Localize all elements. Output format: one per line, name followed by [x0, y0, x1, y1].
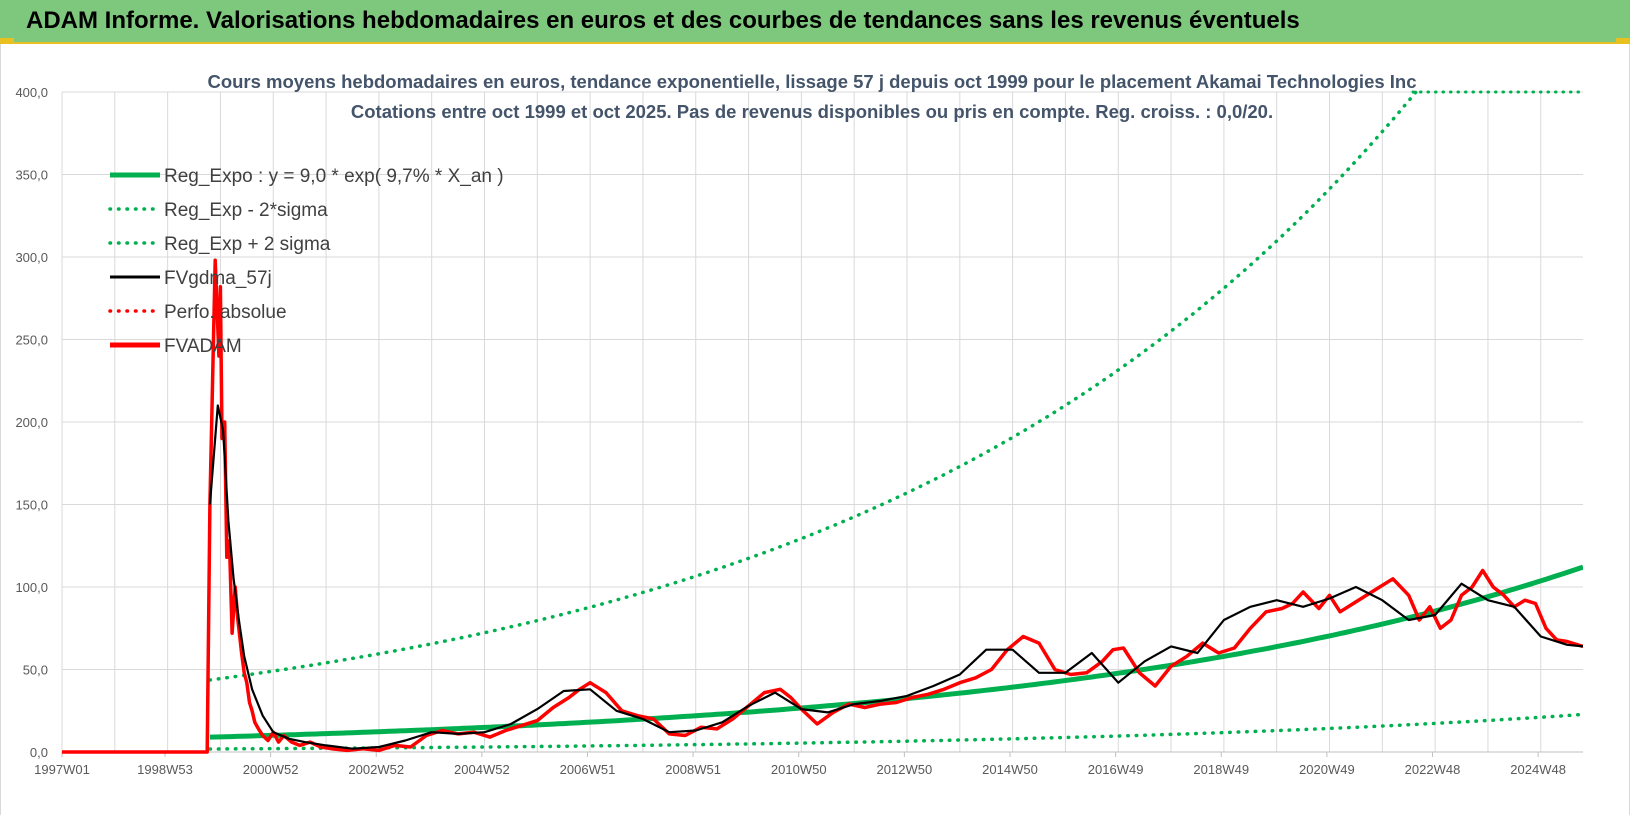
series-fvgdma-57j: [208, 404, 1583, 750]
x-tick-label: 1997W01: [34, 762, 90, 777]
series-reg-exp-minus-2sigma: [208, 712, 1583, 751]
title-banner: ADAM Informe. Valorisations hebdomadaire…: [0, 0, 1630, 44]
x-tick-label: 2004W52: [454, 762, 510, 777]
x-tick-label: 2018W49: [1193, 762, 1249, 777]
x-tick-label: 2016W49: [1088, 762, 1144, 777]
legend-label-reg_plus: Reg_Exp + 2 sigma: [164, 234, 331, 255]
series-lines: [62, 88, 1583, 754]
x-tick-label: 2006W51: [560, 762, 616, 777]
x-tick-label: 2022W48: [1405, 762, 1461, 777]
y-tick-label: 50,0: [23, 663, 48, 678]
legend: Reg_Expo : y = 9,0 * exp( 9,7% * X_an ) R…: [108, 166, 504, 357]
y-tick-label: 350,0: [15, 168, 48, 183]
legend-label-perfo: Perfo. absolue: [164, 302, 287, 323]
legend-label-fvadam: FVADAM: [164, 336, 242, 357]
x-tick-label: 2002W52: [348, 762, 404, 777]
y-axis-ticks: 0,0 50,0 100,0 150,0 200,0 250,0 300,0 350,0 400…: [15, 85, 48, 760]
x-tick-label: 1998W53: [137, 762, 193, 777]
y-tick-label: 300,0: [15, 250, 48, 265]
y-tick-label: 150,0: [15, 498, 48, 513]
x-tick-label: 2020W49: [1299, 762, 1355, 777]
x-tick-label: 2014W50: [982, 762, 1038, 777]
y-tick-label: 200,0: [15, 415, 48, 430]
banner-title: ADAM Informe. Valorisations hebdomadaire…: [26, 7, 1300, 34]
legend-label-fvgdma: FVgdma_57j: [164, 268, 272, 289]
y-tick-label: 250,0: [15, 333, 48, 348]
x-tick-label: 2008W51: [665, 762, 721, 777]
chart-title: Cours moyens hebdomadaires en euros, ten…: [207, 71, 1416, 122]
y-tick-label: 100,0: [15, 580, 48, 595]
y-tick-label: 0,0: [30, 745, 48, 760]
y-tick-label: 400,0: [15, 85, 48, 100]
legend-label-reg_minus: Reg_Exp - 2*sigma: [164, 200, 328, 221]
x-tick-label: 2010W50: [771, 762, 827, 777]
corner-mark-right: [1616, 38, 1630, 44]
x-tick-label: 2024W48: [1510, 762, 1566, 777]
chart-title-line-2: Cotations entre oct 1999 et oct 2025. Pa…: [351, 101, 1273, 122]
legend-label-reg_expo: Reg_Expo : y = 9,0 * exp( 9,7% * X_an ): [164, 166, 504, 187]
x-tick-label: 2012W50: [877, 762, 933, 777]
chart-title-line-1: Cours moyens hebdomadaires en euros, ten…: [207, 71, 1416, 92]
series-reg-expo: [209, 564, 1583, 740]
x-tick-label: 2000W52: [243, 762, 299, 777]
x-axis-ticks: 1997W01 1998W53 2000W52 2002W52 2004W52 2006W…: [34, 751, 1583, 777]
gridlines: [61, 91, 1583, 753]
series-fvadam: [62, 258, 1583, 754]
series-reg-exp-plus-2sigma: [208, 88, 1422, 682]
corner-mark-left: [0, 38, 14, 44]
